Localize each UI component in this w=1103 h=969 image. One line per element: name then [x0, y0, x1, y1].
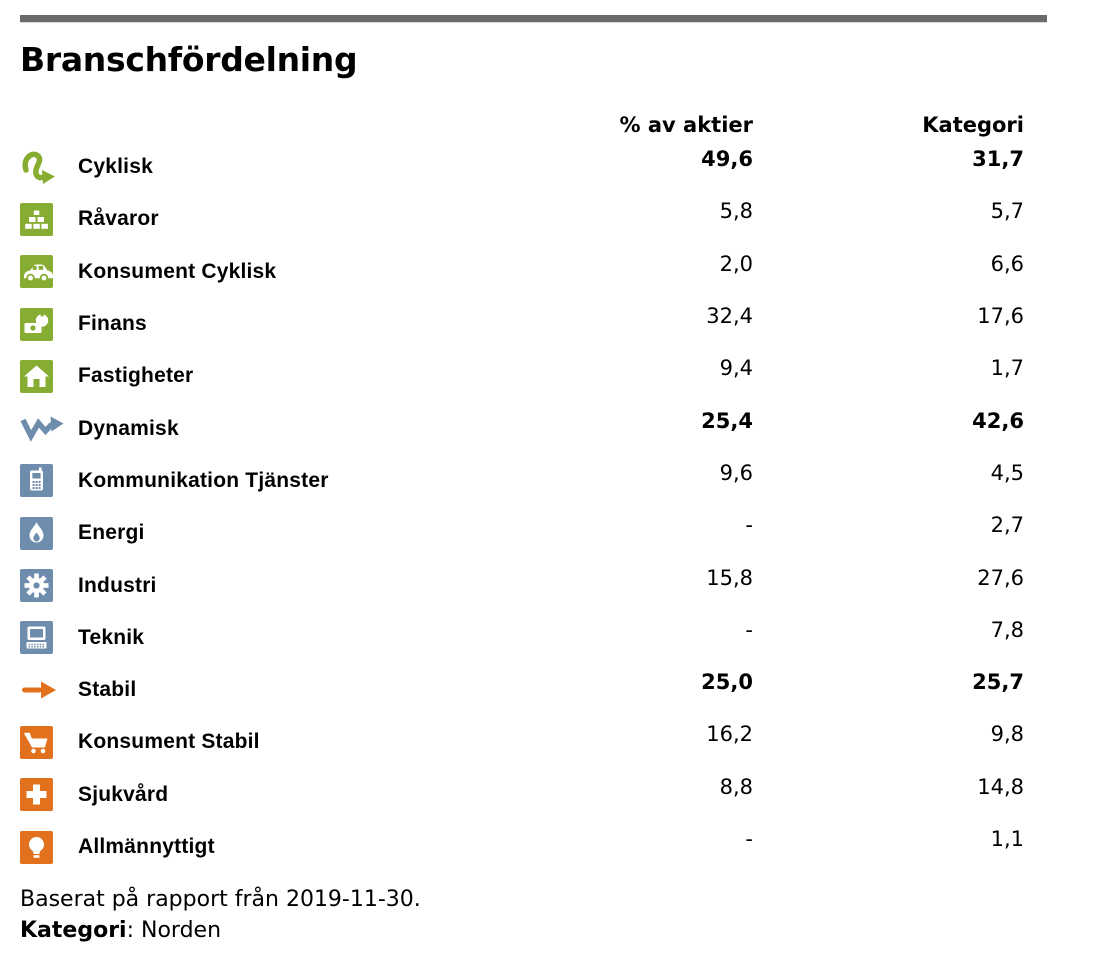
category-value: 17,6 — [977, 304, 1024, 329]
sector-label: Fastigheter — [78, 364, 194, 388]
pct-value: 16,2 — [706, 722, 753, 747]
category-value: 42,6 — [972, 408, 1024, 433]
real-estate-icon — [20, 359, 78, 393]
table-row: Energi - 2,7 — [20, 507, 1024, 559]
table-row: Finans 32,4 17,6 — [20, 298, 1024, 350]
sector-label: Energi — [78, 521, 145, 545]
industrials-icon — [20, 569, 78, 603]
communication-services-icon — [20, 464, 78, 498]
sector-label: Teknik — [78, 625, 145, 649]
sector-label: Cyklisk — [78, 155, 153, 179]
defensive-icon — [20, 680, 78, 700]
sector-label: Dynamisk — [78, 416, 179, 440]
sector-table: % av aktier Kategori Cyklisk 49,6 31,7 — [20, 108, 1024, 873]
table-row: Allmännyttigt - 1,1 — [20, 821, 1024, 873]
pct-value: - — [745, 617, 753, 642]
table-row: Konsument Cyklisk 2,0 6,6 — [20, 246, 1024, 298]
pct-value: 25,4 — [701, 408, 753, 433]
sector-label: Industri — [78, 573, 157, 597]
cyclical-icon — [20, 148, 78, 186]
top-divider — [20, 15, 1047, 23]
table-row: Dynamisk 25,4 42,6 — [20, 402, 1024, 454]
sector-label: Finans — [78, 312, 147, 336]
healthcare-icon — [20, 778, 78, 812]
utilities-icon — [20, 830, 78, 864]
footer-notes: Baserat på rapport från 2019-11-30. Kate… — [20, 884, 421, 946]
category-value: 1,7 — [990, 356, 1024, 381]
table-row: Fastigheter 9,4 1,7 — [20, 350, 1024, 402]
table-row: Kommunikation Tjänster 9,6 4,5 — [20, 455, 1024, 507]
pct-value: 9,6 — [719, 460, 753, 485]
energy-icon — [20, 516, 78, 550]
category-value: 31,7 — [972, 147, 1024, 172]
category-value: 9,8 — [990, 722, 1024, 747]
category-value: 1,1 — [990, 827, 1024, 851]
table-row: Industri 15,8 27,6 — [20, 559, 1024, 611]
table-row: Råvaror 5,8 5,7 — [20, 193, 1024, 245]
category-value: 7,8 — [990, 617, 1024, 642]
category-value: 4,5 — [990, 460, 1024, 485]
category-value: 6,6 — [990, 251, 1024, 276]
category-value: 2,7 — [990, 513, 1024, 538]
category-value: 27,6 — [977, 565, 1024, 590]
category-note-label: Kategori — [20, 918, 127, 943]
financial-services-icon — [20, 307, 78, 341]
page-title: Branschfördelning — [20, 40, 358, 79]
table-row: Sjukvård 8,8 14,8 — [20, 769, 1024, 821]
sector-label: Stabil — [78, 678, 137, 702]
table-row: Cyklisk 49,6 31,7 — [20, 141, 1024, 193]
sector-label: Konsument Cyklisk — [78, 259, 277, 283]
category-value: 25,7 — [972, 670, 1024, 695]
column-header-category: Kategori — [922, 112, 1024, 137]
pct-value: 32,4 — [706, 304, 753, 329]
pct-value: 2,0 — [719, 251, 753, 276]
consumer-cyclical-icon — [20, 255, 78, 289]
pct-value: 49,6 — [701, 147, 753, 172]
sector-label: Allmännyttigt — [78, 835, 215, 858]
sensitive-icon — [20, 415, 78, 442]
table-row: Konsument Stabil 16,2 9,8 — [20, 716, 1024, 768]
pct-value: 25,0 — [701, 670, 753, 695]
table-row: Stabil 25,0 25,7 — [20, 664, 1024, 716]
pct-value: - — [745, 827, 753, 851]
basic-materials-icon — [20, 202, 78, 236]
table-row: Teknik - 7,8 — [20, 612, 1024, 664]
sector-label: Råvaror — [78, 207, 159, 231]
technology-icon — [20, 621, 78, 655]
sector-label: Kommunikation Tjänster — [78, 468, 329, 492]
sector-label: Konsument Stabil — [78, 730, 260, 754]
pct-value: 8,8 — [719, 774, 753, 799]
sector-label: Sjukvård — [78, 782, 169, 806]
category-value: 5,7 — [990, 199, 1024, 224]
table-header-row: % av aktier Kategori — [20, 108, 1025, 141]
report-date-note: Baserat på rapport från 2019-11-30. — [20, 887, 421, 912]
consumer-defensive-icon — [20, 725, 78, 759]
pct-value: - — [745, 513, 753, 538]
column-header-pct-of-stocks: % av aktier — [619, 112, 754, 137]
pct-value: 5,8 — [719, 199, 753, 224]
pct-value: 15,8 — [706, 565, 753, 590]
category-value: 14,8 — [977, 774, 1024, 799]
category-note-value: : Norden — [126, 918, 222, 943]
pct-value: 9,4 — [719, 356, 753, 381]
category-note: Kategori: Norden — [20, 915, 421, 946]
